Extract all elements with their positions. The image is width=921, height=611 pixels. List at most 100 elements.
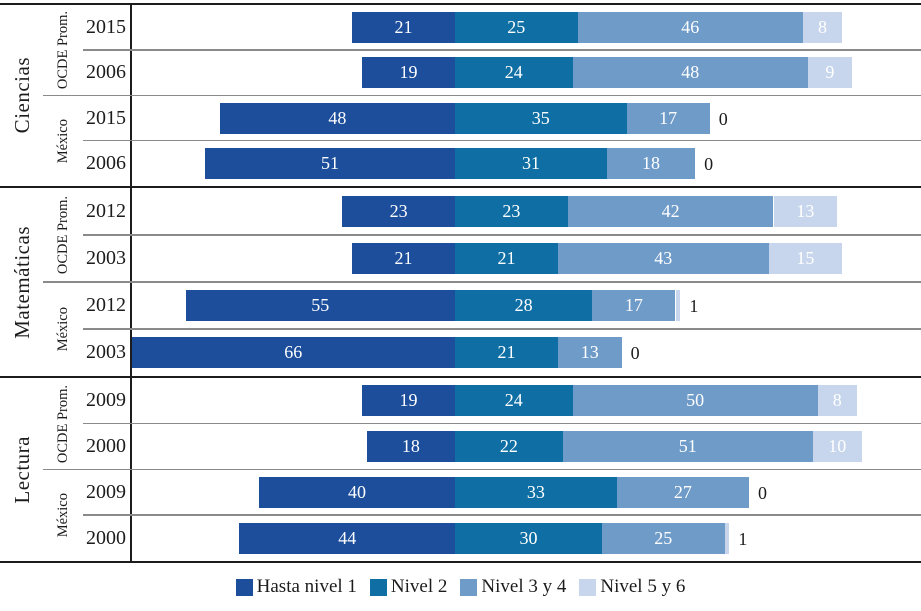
- bar-segment-nivel-2: 21: [455, 337, 558, 368]
- bar-value-label: 19: [399, 390, 418, 411]
- bar-segment-hasta-nivel-1: 40: [259, 476, 455, 508]
- outside-value-label: 0: [704, 153, 714, 174]
- group-separator-line: [0, 376, 921, 378]
- outside-value-label: 0: [758, 482, 767, 503]
- legend-item-nivel-2: Nivel 2: [369, 576, 448, 598]
- bar-value-label: 13: [796, 201, 815, 221]
- bar-value-label: 17: [624, 295, 643, 315]
- outside-value-label: 1: [689, 296, 699, 316]
- bar-segment-hasta-nivel-1: 51: [205, 147, 455, 179]
- bar-segment-nivel-3-y-4: 25: [602, 522, 725, 554]
- legend-label: Nivel 2: [390, 576, 448, 597]
- bar-value-label: 8: [817, 17, 827, 38]
- bottom-border-line: [0, 561, 921, 563]
- year-separator-line: [83, 234, 921, 236]
- year-separator-line: [83, 139, 921, 142]
- bar-value-label: 42: [661, 201, 680, 221]
- year-label: 2015: [86, 16, 126, 39]
- bar-segment-hasta-nivel-1: 21: [352, 12, 455, 44]
- bar-segment-nivel-5-y-6: 13: [773, 196, 838, 227]
- bar-value-label: 50: [686, 390, 705, 411]
- bar-row-ciencias-mexico-2015: 2015 48 35 17 0: [0, 96, 921, 141]
- group-separator-line: [0, 186, 921, 188]
- year-label: 2000: [86, 526, 126, 549]
- bar-row-lectura-ocde-prom-2009: 2009 19 24 50 8: [0, 378, 921, 424]
- bar-segment-hasta-nivel-1: 19: [361, 57, 455, 89]
- bar-row-lectura-mexico-2009: 2009 40 33 27 0: [0, 470, 921, 516]
- bar-segment-nivel-2: 24: [455, 385, 573, 417]
- bar-segment-nivel-3-y-4: 46: [577, 12, 803, 44]
- bar-segment-nivel-2: 35: [455, 102, 627, 134]
- bar-value-label: 43: [654, 248, 673, 268]
- legend-swatch-nivel-5-y-6: [579, 578, 597, 596]
- bar-segment-nivel-3-y-4: 50: [572, 385, 818, 417]
- bar-segment-nivel-2: 24: [455, 57, 573, 89]
- bar-value-label: 28: [514, 295, 533, 315]
- bar-value-label: 51: [678, 436, 697, 457]
- bar-value-label: 24: [504, 62, 523, 83]
- bar-value-label: 27: [673, 481, 692, 502]
- plot-area: Ciencias OCDE Prom. 2015 21 25 46 8 2006 19 24 48 9…: [0, 3, 921, 563]
- bar-value-label: 25: [654, 527, 673, 548]
- bar-segment-hasta-nivel-1: 48: [219, 102, 455, 134]
- year-separator-line: [83, 422, 921, 425]
- bar-segment-nivel-3-y-4: 48: [572, 57, 808, 89]
- bar-segment-nivel-2: 30: [455, 522, 602, 554]
- bar-segment-hasta-nivel-1: 19: [361, 385, 455, 417]
- year-label: 2012: [86, 294, 126, 316]
- bar-value-label: 13: [580, 342, 599, 362]
- bar-row-matematicas-mexico-2012: 2012 55 28 17 1: [0, 282, 921, 329]
- legend-swatch-nivel-2: [369, 578, 387, 596]
- bar-segment-nivel-3-y-4: 17: [592, 290, 676, 321]
- bar-value-label: 23: [389, 201, 408, 221]
- bar-value-label: 21: [497, 342, 516, 362]
- legend-item-nivel-3-y-4: Nivel 3 y 4: [460, 576, 566, 598]
- bar-segment-nivel-5-y-6: 8: [802, 12, 843, 44]
- bar-segment-nivel-5-y-6: 8: [817, 385, 857, 417]
- bar-value-label: 51: [321, 152, 340, 173]
- year-separator-line: [83, 514, 921, 516]
- subject-group-lectura: Lectura OCDE Prom. 2009 19 24 50 8 2000 18 22 51 10…: [0, 378, 921, 561]
- bar-segment-nivel-3-y-4: 42: [567, 196, 774, 227]
- legend-label: Nivel 3 y 4: [481, 576, 567, 597]
- bar-segment-nivel-5-y-6: 9: [807, 57, 852, 89]
- bar-value-label: 9: [825, 62, 835, 83]
- bar-segment-nivel-5-y-6: 15: [768, 243, 843, 274]
- bar-value-label: 21: [497, 248, 516, 268]
- legend-label: Nivel 5 y 6: [600, 576, 686, 597]
- year-separator-line: [83, 49, 921, 51]
- legend-swatch-hasta-nivel-1: [235, 578, 253, 596]
- bar-segment-hasta-nivel-1: 23: [342, 196, 455, 227]
- year-label: 2003: [86, 247, 126, 269]
- bar-segment-hasta-nivel-1: 66: [131, 337, 455, 368]
- bar-segment-nivel-2: 33: [455, 476, 617, 508]
- year-label: 2015: [86, 106, 126, 129]
- year-label: 2012: [86, 200, 126, 222]
- bar-value-label: 17: [659, 107, 678, 128]
- bar-value-label: 8: [832, 390, 842, 411]
- y-axis-line: [130, 3, 132, 563]
- outside-value-label: 0: [630, 343, 640, 363]
- legend-label: Hasta nivel 1: [256, 576, 357, 597]
- bar-value-label: 30: [519, 527, 538, 548]
- top-border-line: [0, 3, 921, 5]
- bar-value-label: 44: [338, 527, 357, 548]
- bar-segment-nivel-3-y-4: 13: [557, 337, 622, 368]
- year-label: 2009: [86, 480, 126, 503]
- bar-segment-nivel-2: 28: [455, 290, 593, 321]
- bar-value-label: 24: [504, 390, 523, 411]
- bar-value-label: 23: [502, 201, 521, 221]
- subject-group-ciencias: Ciencias OCDE Prom. 2015 21 25 46 8 2006 19 24 48 9…: [0, 5, 921, 186]
- bar-value-label: 33: [526, 481, 545, 502]
- year-label: 2000: [86, 435, 126, 458]
- legend: Hasta nivel 1 Nivel 2 Nivel 3 y 4 Nivel …: [0, 563, 921, 611]
- outside-value-label: 0: [718, 108, 728, 129]
- subgroup-separator-line: [43, 468, 921, 470]
- year-label: 2006: [86, 151, 126, 174]
- bar-row-matematicas-ocde-prom-2003: 2003 21 21 43 15: [0, 235, 921, 282]
- bar-segment-nivel-2: 31: [455, 147, 607, 179]
- bar-segment-nivel-3-y-4: 18: [606, 147, 696, 179]
- legend-item-nivel-5-y-6: Nivel 5 y 6: [579, 576, 685, 598]
- bar-value-label: 22: [499, 436, 518, 457]
- bar-value-label: 31: [521, 152, 540, 173]
